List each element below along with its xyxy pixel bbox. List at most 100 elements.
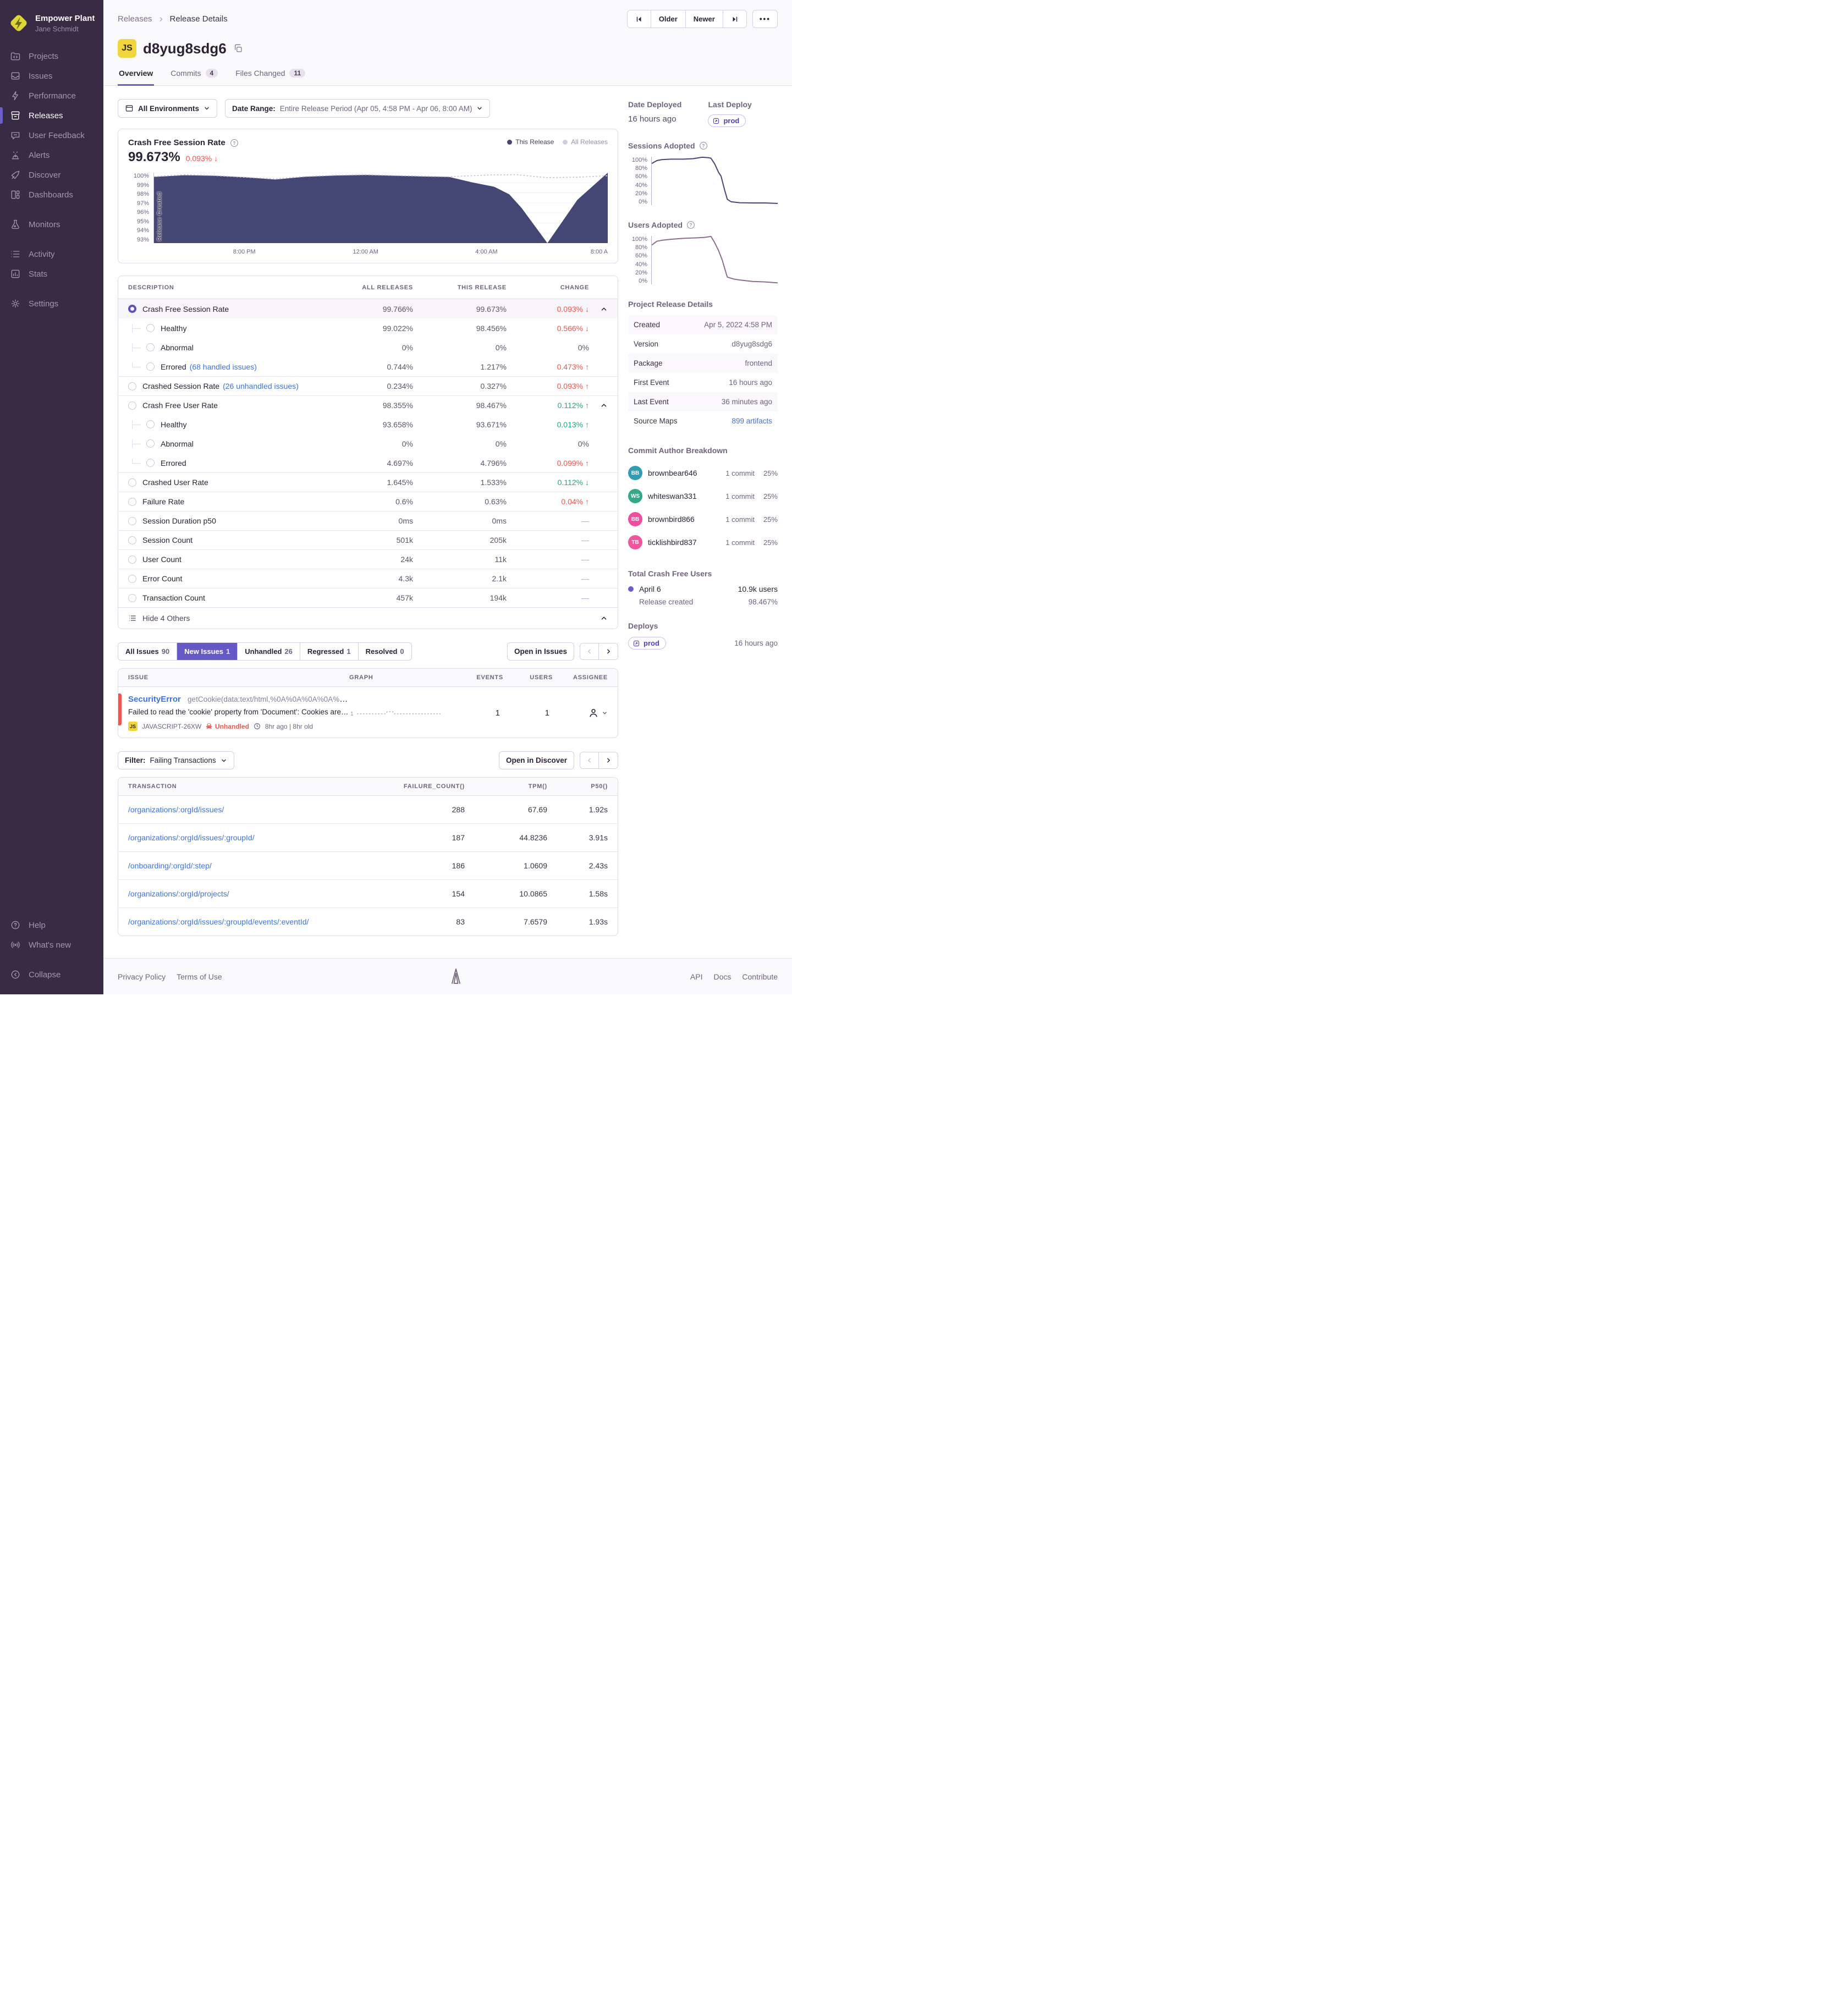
- issues-next-button[interactable]: [599, 643, 618, 659]
- collapse-row-button[interactable]: [589, 305, 608, 313]
- more-options-button[interactable]: •••: [752, 10, 778, 28]
- issues-tab-new-issues[interactable]: New Issues 1: [177, 643, 238, 660]
- newest-release-button[interactable]: [723, 10, 746, 27]
- legend-item-this-release[interactable]: This Release: [507, 138, 554, 146]
- api-link[interactable]: API: [690, 972, 703, 981]
- prod-deploy-badge[interactable]: prod: [708, 114, 746, 127]
- sidebar-item-monitors[interactable]: Monitors: [0, 214, 103, 234]
- metric-row-error-count[interactable]: Error Count 4.3k 2.1k —: [118, 569, 618, 588]
- sidebar-item-projects[interactable]: Projects: [0, 46, 103, 66]
- sidebar-item-help[interactable]: Help: [0, 915, 103, 935]
- transactions-prev-button[interactable]: [580, 752, 599, 768]
- sidebar-item-settings[interactable]: Settings: [0, 294, 103, 313]
- sidebar-item-what-s-new[interactable]: What's new: [0, 935, 103, 955]
- help-icon[interactable]: ?: [686, 221, 695, 229]
- metric-row-transaction-count[interactable]: Transaction Count 457k 194k —: [118, 588, 618, 607]
- sidebar-item-user-feedback[interactable]: User Feedback: [0, 125, 103, 145]
- org-switcher[interactable]: Empower Plant Jane Schmidt: [0, 8, 103, 46]
- environment-filter[interactable]: All Environments: [118, 99, 218, 118]
- transaction-link[interactable]: /organizations/:orgId/issues/: [128, 805, 224, 814]
- metric-row-abnormal[interactable]: Abnormal 0% 0% 0%: [118, 338, 618, 357]
- contribute-link[interactable]: Contribute: [742, 972, 778, 981]
- help-icon[interactable]: ?: [699, 141, 708, 150]
- metric-issues-link[interactable]: (26 unhandled issues): [223, 382, 299, 390]
- privacy-policy-link[interactable]: Privacy Policy: [118, 972, 166, 981]
- metric-radio[interactable]: [128, 555, 136, 564]
- transactions-filter[interactable]: Filter: Failing Transactions: [118, 751, 234, 769]
- issues-tab-regressed[interactable]: Regressed 1: [300, 643, 359, 660]
- sidebar-item-issues[interactable]: Issues: [0, 66, 103, 86]
- metric-issues-link[interactable]: (68 handled issues): [189, 362, 257, 371]
- sidebar-item-activity[interactable]: Activity: [0, 244, 103, 264]
- metric-radio[interactable]: [146, 459, 155, 467]
- docs-link[interactable]: Docs: [713, 972, 732, 981]
- prod-deploy-badge[interactable]: prod: [628, 637, 666, 650]
- tab-commits[interactable]: Commits 4: [169, 67, 219, 86]
- chart-plot[interactable]: Release Created: [153, 173, 608, 243]
- collapse-row-button[interactable]: [589, 401, 608, 409]
- issue-row[interactable]: SecurityError getCookie(data:text/html,%…: [118, 687, 618, 738]
- metric-radio[interactable]: [128, 497, 136, 506]
- issues-prev-button[interactable]: [580, 643, 599, 659]
- sidebar-item-performance[interactable]: Performance: [0, 86, 103, 106]
- metric-radio[interactable]: [128, 536, 136, 544]
- transactions-next-button[interactable]: [599, 752, 618, 768]
- metric-radio[interactable]: [128, 574, 136, 583]
- copy-icon[interactable]: [233, 43, 243, 53]
- metric-row-errored[interactable]: Errored (68 handled issues) 0.744% 1.217% 0.…: [118, 357, 618, 376]
- metric-row-healthy[interactable]: Healthy 99.022% 98.456% 0.566% ↓: [118, 318, 618, 338]
- issues-tab-unhandled[interactable]: Unhandled 26: [238, 643, 300, 660]
- metric-radio[interactable]: [128, 593, 136, 602]
- sidebar-item-stats[interactable]: Stats: [0, 264, 103, 284]
- hide-others-toggle[interactable]: Hide 4 Others: [118, 607, 618, 629]
- metric-row-healthy[interactable]: Healthy 93.658% 93.671% 0.013% ↑: [118, 415, 618, 434]
- tab-overview[interactable]: Overview: [118, 67, 155, 86]
- metric-radio[interactable]: [146, 324, 155, 332]
- terms-of-use-link[interactable]: Terms of Use: [177, 972, 222, 981]
- metric-radio[interactable]: [128, 516, 136, 525]
- open-in-discover-button[interactable]: Open in Discover: [498, 751, 574, 769]
- metric-row-session-count[interactable]: Session Count 501k 205k —: [118, 530, 618, 549]
- metric-row-user-count[interactable]: User Count 24k 11k —: [118, 549, 618, 569]
- metric-row-crash-free-user-rate[interactable]: Crash Free User Rate 98.355% 98.467% 0.112%…: [118, 395, 618, 415]
- newer-release-button[interactable]: Newer: [685, 10, 723, 27]
- y-tick: 0%: [639, 277, 647, 284]
- transaction-link[interactable]: /organizations/:orgId/issues/:groupId/ev…: [128, 917, 309, 926]
- metric-radio[interactable]: [128, 305, 136, 313]
- older-release-button[interactable]: Older: [651, 10, 686, 27]
- metric-row-errored[interactable]: Errored 4.697% 4.796% 0.099% ↑: [118, 453, 618, 472]
- date-range-filter[interactable]: Date Range: Entire Release Period (Apr 0…: [225, 99, 491, 118]
- help-icon[interactable]: ?: [230, 139, 239, 147]
- metric-radio[interactable]: [128, 382, 136, 390]
- legend-item-all-releases[interactable]: All Releases: [563, 138, 608, 146]
- open-in-issues-button[interactable]: Open in Issues: [507, 642, 574, 661]
- metric-row-crashed-session-rate[interactable]: Crashed Session Rate (26 unhandled issues…: [118, 376, 618, 395]
- metric-row-crashed-user-rate[interactable]: Crashed User Rate 1.645% 1.533% 0.112% ↓: [118, 472, 618, 492]
- metric-radio[interactable]: [128, 401, 136, 410]
- transaction-link[interactable]: /organizations/:orgId/issues/:groupId/: [128, 833, 255, 842]
- metric-radio[interactable]: [146, 439, 155, 448]
- sidebar-item-alerts[interactable]: Alerts: [0, 145, 103, 165]
- metric-row-session-duration-p50[interactable]: Session Duration p50 0ms 0ms —: [118, 511, 618, 530]
- sidebar-item-releases[interactable]: Releases: [0, 106, 103, 125]
- assignee-selector[interactable]: [553, 707, 608, 719]
- sidebar-item-discover[interactable]: Discover: [0, 165, 103, 185]
- sidebar-item-dashboards[interactable]: Dashboards: [0, 185, 103, 205]
- metric-row-crash-free-session-rate[interactable]: Crash Free Session Rate 99.766% 99.673% 0.0…: [118, 299, 618, 318]
- sidebar-item-collapse[interactable]: Collapse: [0, 965, 103, 984]
- metric-radio[interactable]: [146, 362, 155, 371]
- metric-row-abnormal[interactable]: Abnormal 0% 0% 0%: [118, 434, 618, 453]
- transaction-link[interactable]: /onboarding/:orgId/:step/: [128, 861, 212, 870]
- metric-radio[interactable]: [128, 478, 136, 487]
- tab-files-changed[interactable]: Files Changed 11: [234, 67, 306, 86]
- breadcrumb-releases[interactable]: Releases: [118, 14, 152, 24]
- source-maps-link[interactable]: 899 artifacts: [732, 417, 772, 425]
- transaction-link[interactable]: /organizations/:orgId/projects/: [128, 889, 229, 898]
- metric-radio[interactable]: [146, 420, 155, 428]
- issues-tab-resolved[interactable]: Resolved 0: [358, 643, 411, 660]
- metric-row-failure-rate[interactable]: Failure Rate 0.6% 0.63% 0.04% ↑: [118, 492, 618, 511]
- issue-title-link[interactable]: SecurityError: [128, 695, 181, 704]
- oldest-release-button[interactable]: [627, 10, 651, 27]
- issues-tab-all-issues[interactable]: All Issues 90: [118, 643, 178, 660]
- metric-radio[interactable]: [146, 343, 155, 351]
